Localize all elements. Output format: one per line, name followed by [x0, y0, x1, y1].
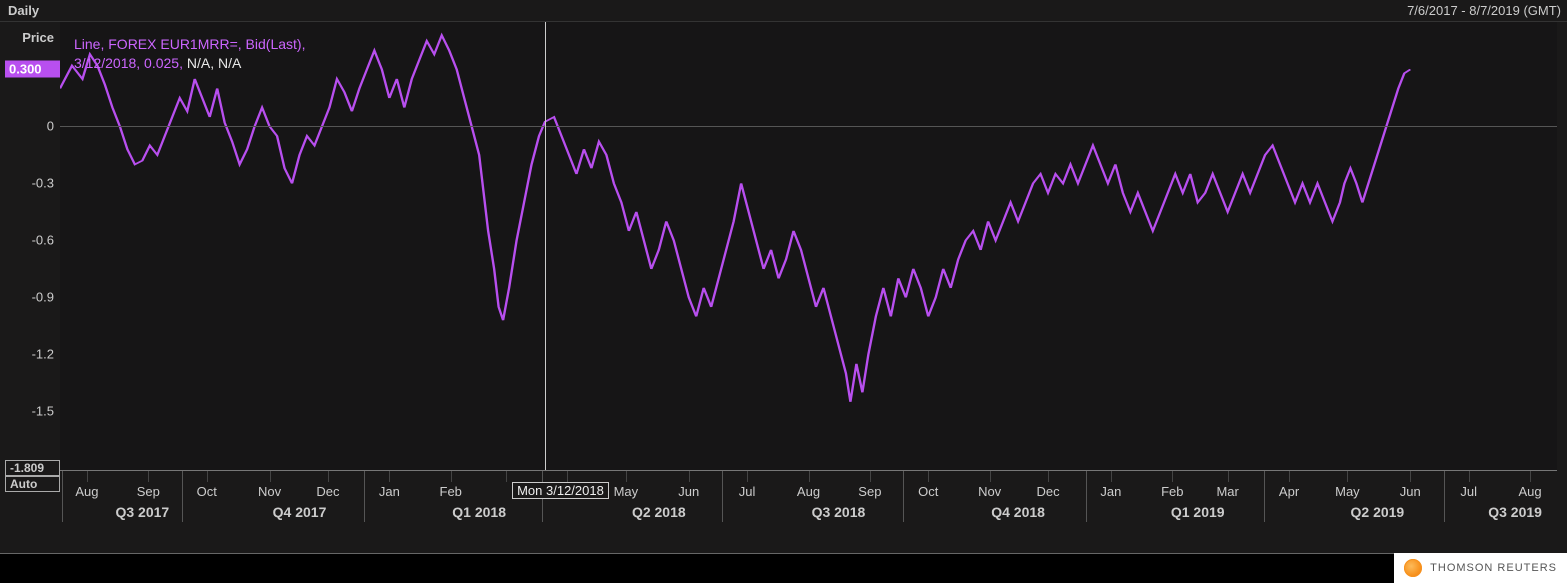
- y-tick-label: -0.6: [32, 233, 54, 248]
- x-tick: [1289, 470, 1290, 482]
- x-tick: [207, 470, 208, 482]
- y-marker-current: 0.300: [5, 61, 60, 78]
- x-tick: [87, 470, 88, 482]
- x-tick: [870, 470, 871, 482]
- x-quarter-label: Q3 2019: [1488, 504, 1542, 520]
- cursor-crosshair-vertical: [545, 22, 546, 470]
- x-month-label: Apr: [1279, 484, 1299, 499]
- x-quarter-label: Q4 2017: [273, 504, 327, 520]
- y-min-marker: -1.809: [5, 460, 60, 476]
- brand-logo: THOMSON REUTERS: [1394, 553, 1567, 583]
- x-tick: [1172, 470, 1173, 482]
- x-month-label: Aug: [1518, 484, 1541, 499]
- chart-container: Daily 7/6/2017 - 8/7/2019 (GMT) Price 0 -…: [0, 0, 1567, 583]
- x-month-label: Dec: [1036, 484, 1059, 499]
- x-month-label: May: [1335, 484, 1360, 499]
- x-quarter-divider: [62, 470, 63, 522]
- cursor-date-box: Mon 3/12/2018: [512, 482, 609, 499]
- y-tick-label: -0.9: [32, 290, 54, 305]
- y-tick-label: -1.2: [32, 347, 54, 362]
- x-quarter-divider: [903, 470, 904, 522]
- x-tick: [1111, 470, 1112, 482]
- chart-plot-area[interactable]: [60, 22, 1557, 470]
- x-quarter-label: Q3 2018: [812, 504, 866, 520]
- brand-label: THOMSON REUTERS: [1430, 562, 1557, 574]
- y-tick-label: -1.5: [32, 404, 54, 419]
- x-quarter-label: Q4 2018: [991, 504, 1045, 520]
- x-tick: [1347, 470, 1348, 482]
- x-tick: [928, 470, 929, 482]
- x-quarter-label: Q1 2018: [452, 504, 506, 520]
- x-tick: [809, 470, 810, 482]
- y-auto-marker[interactable]: Auto: [5, 476, 60, 492]
- legend-line-1: Line, FOREX EUR1MRR=, Bid(Last),: [74, 35, 305, 54]
- x-month-label: Sep: [137, 484, 160, 499]
- x-month-label: Nov: [258, 484, 281, 499]
- x-quarter-label: Q3 2017: [115, 504, 169, 520]
- x-axis: Aug Sep Oct Nov Dec Jan Feb May Jun Jul Aug Sep Oct N…: [60, 470, 1557, 550]
- x-month-label: May: [614, 484, 639, 499]
- chart-footer: THOMSON REUTERS: [0, 553, 1567, 583]
- x-tick: [1048, 470, 1049, 482]
- x-quarter-divider: [364, 470, 365, 522]
- x-quarter-label: Q1 2019: [1171, 504, 1225, 520]
- x-month-label: Nov: [978, 484, 1001, 499]
- x-quarter-divider: [1264, 470, 1265, 522]
- x-month-label: Dec: [316, 484, 339, 499]
- x-tick: [626, 470, 627, 482]
- y-tick-label: -0.3: [32, 176, 54, 191]
- x-quarter-label: Q2 2018: [632, 504, 686, 520]
- date-range-label: 7/6/2017 - 8/7/2019 (GMT): [1407, 3, 1561, 18]
- x-tick: [1410, 470, 1411, 482]
- x-quarter-divider: [1444, 470, 1445, 522]
- legend-line-2a: 3/12/2018, 0.025,: [74, 55, 183, 71]
- x-month-label: Jan: [1100, 484, 1121, 499]
- bottom-gridline: [60, 470, 1557, 471]
- chart-legend: Line, FOREX EUR1MRR=, Bid(Last), 3/12/20…: [74, 35, 305, 73]
- y-axis: Price 0 -0.3 -0.6 -0.9 -1.2 -1.5: [0, 22, 60, 470]
- interval-label: Daily: [8, 3, 39, 18]
- price-line-chart: [60, 22, 1557, 470]
- x-quarter-divider: [1086, 470, 1087, 522]
- x-tick: [506, 470, 507, 482]
- x-month-label: Mar: [1216, 484, 1238, 499]
- x-tick: [1469, 470, 1470, 482]
- x-month-label: Jun: [1400, 484, 1421, 499]
- reuters-icon: [1404, 559, 1422, 577]
- x-month-label: Feb: [1161, 484, 1183, 499]
- x-tick: [1228, 470, 1229, 482]
- x-tick: [270, 470, 271, 482]
- y-tick-label: 0: [47, 119, 54, 134]
- x-tick: [689, 470, 690, 482]
- x-month-label: Jul: [1460, 484, 1477, 499]
- x-tick: [451, 470, 452, 482]
- x-tick: [389, 470, 390, 482]
- x-quarter-label: Q2 2019: [1351, 504, 1405, 520]
- x-tick: [747, 470, 748, 482]
- x-tick: [328, 470, 329, 482]
- x-month-label: Jan: [379, 484, 400, 499]
- x-quarter-divider: [722, 470, 723, 522]
- x-tick: [148, 470, 149, 482]
- x-month-label: Jul: [739, 484, 756, 499]
- x-tick: [567, 470, 568, 482]
- zero-gridline: [60, 126, 1557, 127]
- x-quarter-divider: [182, 470, 183, 522]
- x-month-label: Sep: [858, 484, 881, 499]
- x-month-label: Oct: [918, 484, 938, 499]
- x-month-label: Aug: [75, 484, 98, 499]
- legend-line-2b: N/A, N/A: [183, 55, 241, 71]
- chart-header: Daily 7/6/2017 - 8/7/2019 (GMT): [0, 0, 1567, 22]
- x-month-label: Oct: [197, 484, 217, 499]
- x-month-label: Feb: [440, 484, 462, 499]
- x-tick: [1530, 470, 1531, 482]
- x-month-label: Jun: [678, 484, 699, 499]
- x-month-label: Aug: [797, 484, 820, 499]
- y-axis-title: Price: [22, 30, 54, 45]
- x-tick: [990, 470, 991, 482]
